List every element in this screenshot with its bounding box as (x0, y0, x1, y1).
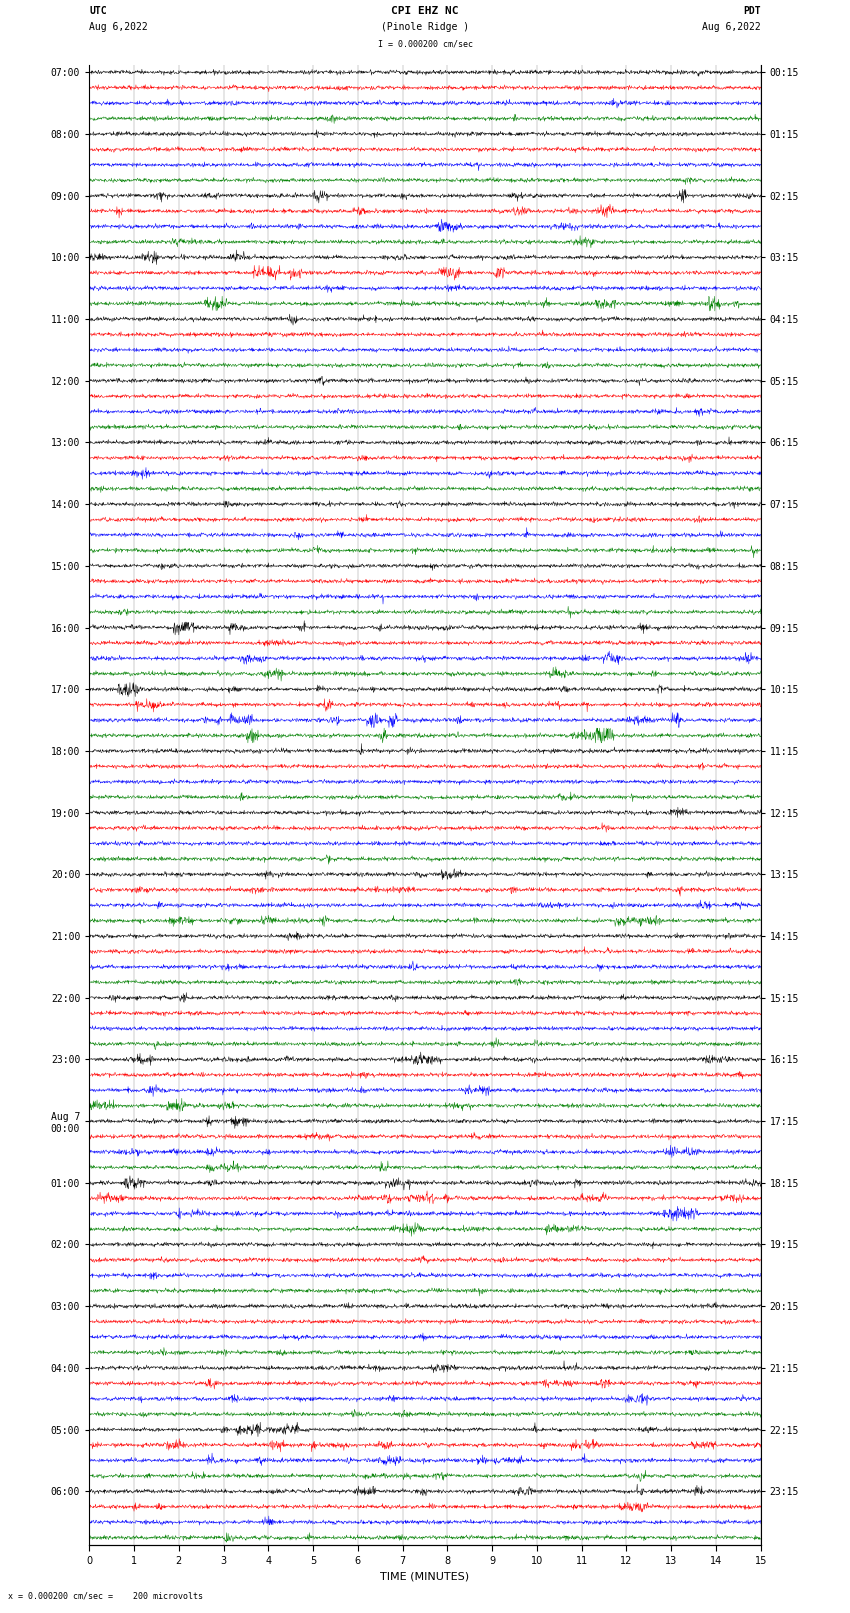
Text: UTC: UTC (89, 6, 107, 16)
Text: (Pinole Ridge ): (Pinole Ridge ) (381, 23, 469, 32)
Text: Aug 6,2022: Aug 6,2022 (702, 23, 761, 32)
Text: Aug 6,2022: Aug 6,2022 (89, 23, 148, 32)
Text: PDT: PDT (743, 6, 761, 16)
Text: x = 0.000200 cm/sec =    200 microvolts: x = 0.000200 cm/sec = 200 microvolts (8, 1590, 203, 1600)
Text: I = 0.000200 cm/sec: I = 0.000200 cm/sec (377, 39, 473, 48)
Text: CPI EHZ NC: CPI EHZ NC (391, 6, 459, 16)
X-axis label: TIME (MINUTES): TIME (MINUTES) (381, 1571, 469, 1581)
